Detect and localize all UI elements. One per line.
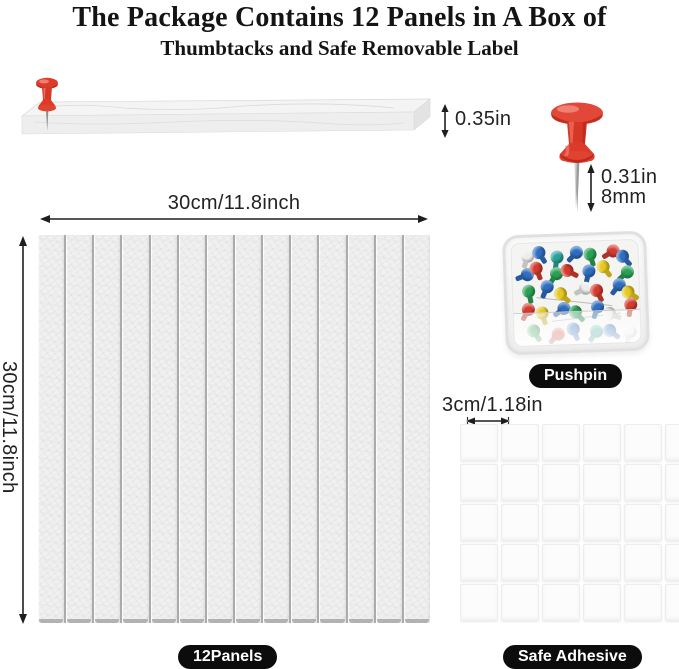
- adhesive-badge: Safe Adhesive: [503, 645, 642, 669]
- needle-length-label-mm: 8mm: [601, 186, 647, 208]
- pushpin-box-contents: [510, 238, 642, 348]
- page-title: The Package Contains 12 Panels in A Box …: [72, 2, 607, 33]
- adhesive-square: [460, 424, 498, 461]
- adhesive-square: [460, 504, 498, 541]
- panel-strip: [150, 235, 177, 623]
- adhesive-square: [665, 544, 679, 581]
- panel-strip: [178, 235, 205, 623]
- panel-height-arrow: [19, 236, 27, 624]
- panel-width-label: 30cm/11.8inch: [167, 192, 301, 214]
- box-rim: [513, 308, 641, 347]
- adhesive-square: [583, 504, 621, 541]
- adhesive-square: [460, 464, 498, 501]
- panel-strip: [375, 235, 402, 623]
- adhesive-square: [624, 544, 662, 581]
- panel-strip: [347, 235, 374, 623]
- adhesive-square: [501, 464, 539, 501]
- thickness-label: 0.35in: [455, 108, 512, 130]
- panel-strip: [263, 235, 290, 623]
- adhesive-square: [624, 424, 662, 461]
- pushpin-box: [501, 230, 651, 356]
- felt-strip-side-view-icon: [20, 98, 431, 135]
- panel-strip: [38, 235, 65, 623]
- adhesive-square: [624, 584, 662, 621]
- pushpin-icon: [36, 77, 58, 131]
- adhesive-square: [665, 464, 679, 501]
- panel-strip: [319, 235, 346, 623]
- adhesive-square: [542, 464, 580, 501]
- adhesive-square: [583, 584, 621, 621]
- needle-length-arrow: [587, 164, 595, 212]
- thickness-arrow: [441, 104, 449, 138]
- panel-strip: [206, 235, 233, 623]
- adhesive-square: [460, 544, 498, 581]
- panel-height-label: 30cm/11.8inch: [0, 360, 20, 494]
- adhesive-square: [501, 504, 539, 541]
- panel-width-arrow: [40, 215, 428, 223]
- adhesive-square: [665, 424, 679, 461]
- adhesive-square: [460, 584, 498, 621]
- adhesive-square: [542, 424, 580, 461]
- adhesive-square: [501, 584, 539, 621]
- adhesive-size-label: 3cm/1.18in: [442, 394, 543, 416]
- square-size-arrow: [466, 417, 510, 434]
- needle-length-label-in: 0.31in: [601, 166, 658, 188]
- panel-strip: [403, 235, 430, 623]
- panel-strip: [291, 235, 318, 623]
- adhesive-square: [501, 544, 539, 581]
- adhesive-square: [501, 424, 539, 461]
- adhesive-square: [624, 464, 662, 501]
- adhesive-square: [583, 464, 621, 501]
- adhesive-square: [542, 584, 580, 621]
- adhesive-grid: [460, 424, 679, 623]
- panel-strip: [122, 235, 149, 623]
- adhesive-square: [665, 584, 679, 621]
- adhesive-square: [624, 504, 662, 541]
- panel-strip: [66, 235, 93, 623]
- panel-strip: [94, 235, 121, 623]
- red-pushpin-icon: [551, 102, 603, 212]
- adhesive-square: [583, 424, 621, 461]
- adhesive-square: [542, 504, 580, 541]
- adhesive-square: [665, 504, 679, 541]
- page-subtitle: Thumbtacks and Safe Removable Label: [160, 36, 519, 60]
- panel-strip: [234, 235, 262, 623]
- pushpin-badge: Pushpin: [529, 364, 623, 388]
- felt-panel: [38, 235, 430, 623]
- adhesive-square: [583, 544, 621, 581]
- panels-badge: 12Panels: [178, 645, 278, 669]
- adhesive-square: [542, 544, 580, 581]
